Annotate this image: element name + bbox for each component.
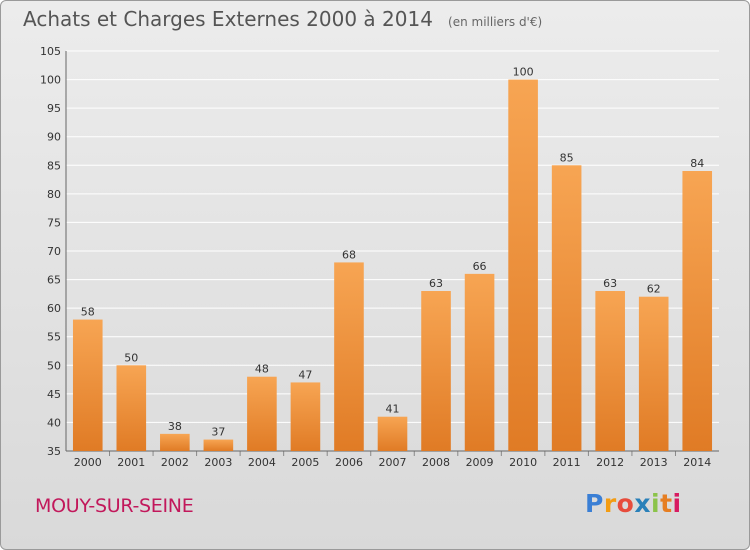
logo-letter: r [603,489,617,518]
x-tick-label: 2008 [422,456,450,469]
x-tick-label: 2004 [248,456,276,469]
chart-unit: (en milliers d'€) [448,15,543,29]
x-tick-label: 2001 [117,456,145,469]
y-tick-label: 55 [47,331,61,344]
proxiti-logo[interactable]: Proxiti [585,489,682,518]
bar-2004[interactable] [247,376,277,451]
bar-2014[interactable] [682,171,713,451]
data-label-2001: 50 [124,351,138,364]
data-label-2006: 68 [342,248,356,261]
y-tick-label: 45 [47,388,61,401]
y-tick-label: 105 [40,45,61,58]
bar-2003[interactable] [203,439,234,451]
y-tick-label: 70 [47,245,61,258]
y-tick-label: 95 [47,102,61,115]
data-label-2013: 62 [647,283,661,296]
logo-letter: i [672,489,682,518]
data-label-2000: 58 [81,306,95,319]
chart-title: Achats et Charges Externes 2000 à 2014 [23,7,433,31]
x-tick-label: 2000 [74,456,102,469]
y-tick-label: 60 [47,302,61,315]
bar-2002[interactable] [160,433,190,451]
x-tick-label: 2010 [509,456,537,469]
y-tick-label: 35 [47,445,61,458]
data-label-2011: 85 [560,151,574,164]
bar-2012[interactable] [595,291,625,451]
logo-letter: P [585,489,604,518]
data-label-2010: 100 [513,66,534,79]
data-label-2005: 47 [298,368,312,381]
bar-2001[interactable] [116,365,147,451]
data-label-2007: 41 [386,403,400,416]
x-tick-label: 2007 [379,456,407,469]
bar-2007[interactable] [377,416,408,451]
bars [72,79,713,452]
x-tick-label: 2013 [640,456,668,469]
logo-letter: t [660,489,673,518]
x-tick-label: 2006 [335,456,363,469]
y-tick-label: 75 [47,216,61,229]
y-tick-label: 100 [40,74,61,87]
title-block: Achats et Charges Externes 2000 à 2014 (… [23,7,542,31]
bar-2000[interactable] [72,319,103,451]
data-labels: 58 50 38 37 48 47 68 41 63 66 100 85 63 62 84 [81,66,704,439]
bar-2010[interactable] [508,79,538,452]
y-tick-label: 80 [47,188,61,201]
bar-2006[interactable] [334,262,364,451]
y-tick-label: 50 [47,359,61,372]
data-label-2014: 84 [690,157,704,170]
x-tick-label: 2005 [291,456,319,469]
y-tick-label: 65 [47,274,61,287]
bar-2005[interactable] [290,382,321,451]
logo-letter: o [616,489,635,518]
x-tick-label: 2014 [683,456,711,469]
x-tick-label: 2012 [596,456,624,469]
data-label-2012: 63 [603,277,617,290]
y-tick-label: 90 [47,131,61,144]
data-label-2002: 38 [168,420,182,433]
data-label-2003: 37 [211,426,225,439]
x-tick-label: 2011 [553,456,581,469]
bar-2013[interactable] [638,296,669,451]
x-tick-label: 2003 [204,456,232,469]
y-tick-label: 85 [47,159,61,172]
data-label-2009: 66 [473,260,487,273]
x-tick-label: 2009 [466,456,494,469]
y-tick-label: 40 [47,416,61,429]
bar-2011[interactable] [551,165,582,452]
town-name: MOUY-SUR-SEINE [35,495,194,517]
data-label-2004: 48 [255,363,269,376]
bar-2008[interactable] [421,291,451,451]
logo-letter: x [634,489,651,518]
bar-2009[interactable] [464,273,495,451]
x-tick-label: 2002 [161,456,189,469]
logo-letter: i [651,489,661,518]
data-label-2008: 63 [429,277,443,290]
